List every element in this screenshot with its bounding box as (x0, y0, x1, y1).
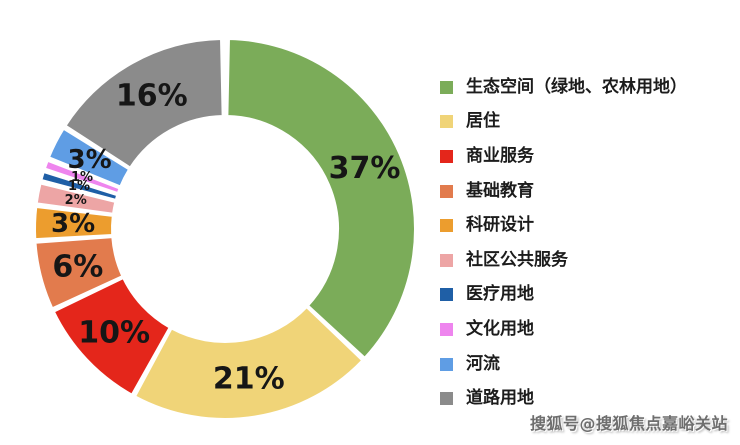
donut-data-label-9: 3% (68, 145, 112, 175)
legend-swatch-icon (440, 253, 453, 267)
legend-label: 文化用地 (466, 318, 534, 339)
legend-label: 河流 (466, 353, 500, 374)
watermark: 搜狐号@搜狐焦点嘉峪关站 (529, 414, 728, 433)
donut-segment-3 (52, 276, 171, 396)
donut-data-label-6: 2% (65, 193, 87, 208)
donut-segments (34, 38, 416, 420)
legend-item-8: 文化用地 (440, 312, 687, 347)
legend-swatch-icon (440, 219, 453, 233)
donut-segment-5 (34, 205, 114, 241)
legend-item-9: 河流 (440, 347, 687, 382)
legend-item-6: 社区公共服务 (440, 243, 687, 278)
legend-label: 科研设计 (466, 215, 534, 236)
legend-item-4: 基础教育 (440, 174, 687, 209)
donut-segment-8 (43, 159, 121, 195)
donut-segment-1 (226, 38, 416, 360)
legend-label: 商业服务 (466, 145, 534, 166)
legend-label: 社区公共服务 (466, 249, 568, 270)
legend-item-10: 道路用地 (440, 381, 687, 416)
donut-data-label-10: 16% (116, 78, 188, 113)
legend-item-1: 生态空间（绿地、农林用地） (440, 70, 687, 105)
legend-swatch-icon (440, 184, 453, 198)
legend-label: 道路用地 (466, 388, 534, 409)
donut-data-label-1: 37% (329, 151, 401, 186)
donut-segment-10 (64, 38, 224, 169)
donut-segment-9 (47, 127, 131, 188)
legend-swatch-icon (440, 149, 453, 163)
donut-data-label-7: 1% (68, 179, 90, 194)
donut-data-labels: 37%21%10%6%3%2%1%1%3%16% (51, 78, 400, 396)
legend-swatch-icon (440, 80, 453, 94)
legend-item-2: 居住 (440, 105, 687, 140)
donut-data-label-5: 3% (51, 209, 95, 239)
legend-label: 医疗用地 (466, 284, 534, 305)
donut-data-label-8: 1% (71, 170, 93, 185)
legend-label: 基础教育 (466, 180, 534, 201)
legend: 生态空间（绿地、农林用地） 居住商业服务基础教育科研设计社区公共服务 医疗用地文化用… (440, 70, 687, 416)
donut-segment-7 (40, 170, 119, 202)
legend-swatch-icon (440, 288, 453, 302)
legend-item-7: 医疗用地 (440, 278, 687, 313)
legend-swatch-icon (440, 115, 453, 129)
legend-swatch-icon (440, 322, 453, 336)
donut-data-label-4: 6% (52, 249, 103, 284)
donut-data-label-2: 21% (213, 362, 285, 397)
legend-swatch-icon (440, 392, 453, 406)
legend-swatch-icon (440, 357, 453, 371)
donut-data-label-3: 10% (78, 316, 150, 351)
donut-segment-2 (133, 305, 364, 420)
legend-label: 居住 (466, 111, 500, 132)
donut-segment-4 (34, 236, 124, 310)
legend-label: 生态空间（绿地、农林用地） (466, 76, 687, 97)
donut-segment-6 (35, 182, 117, 215)
legend-item-3: 商业服务 (440, 139, 687, 174)
legend-item-5: 科研设计 (440, 208, 687, 243)
